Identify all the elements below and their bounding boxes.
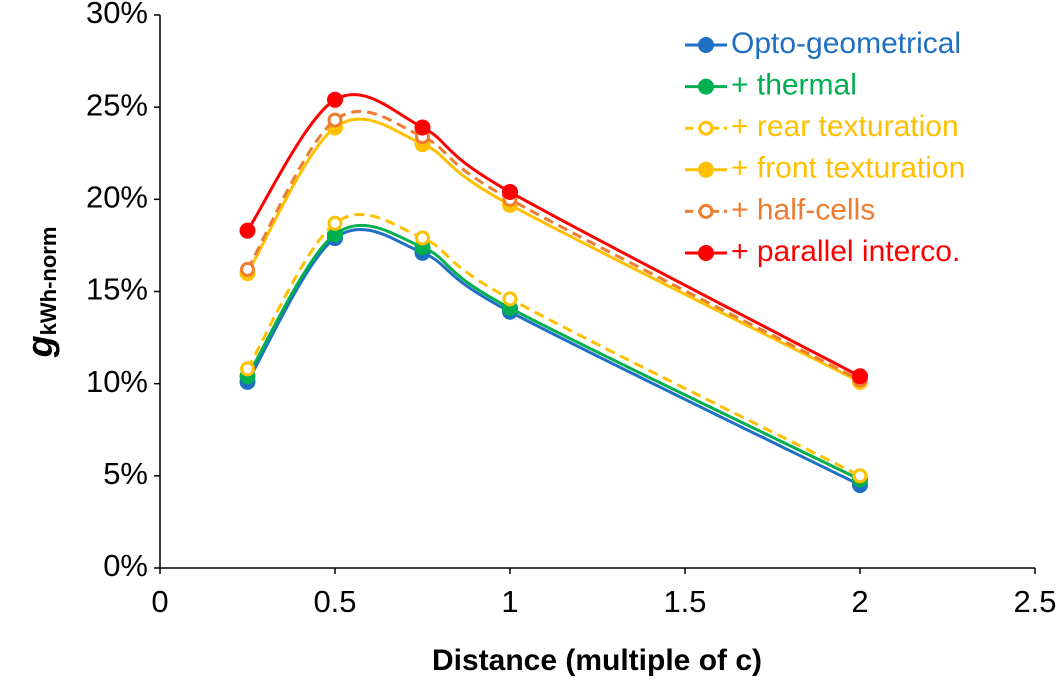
series-line bbox=[246, 227, 861, 487]
legend-marker bbox=[698, 120, 714, 136]
legend-label: + thermal bbox=[731, 69, 857, 102]
y-tick-label: 0% bbox=[103, 548, 148, 583]
y-tick-label: 5% bbox=[103, 456, 148, 491]
legend-marker bbox=[698, 37, 714, 53]
data-point bbox=[239, 222, 256, 239]
y-tick-label: 10% bbox=[86, 364, 148, 399]
y-tick-label: 20% bbox=[86, 180, 148, 215]
x-tick-label: 1.5 bbox=[663, 584, 706, 619]
x-tick-label: 2 bbox=[851, 584, 868, 619]
series-line bbox=[246, 213, 861, 478]
x-tick-label: 2.5 bbox=[1013, 584, 1056, 619]
y-axis-label-main: g bbox=[19, 335, 60, 358]
data-point bbox=[327, 91, 343, 108]
series-line bbox=[246, 223, 861, 481]
data-point bbox=[502, 291, 518, 307]
data-point bbox=[327, 112, 343, 128]
y-tick-label: 25% bbox=[86, 87, 148, 122]
y-axis-label-sub: kWh-norm bbox=[36, 227, 61, 336]
x-tick-label: 1 bbox=[501, 584, 518, 619]
data-point bbox=[415, 230, 430, 246]
data-point bbox=[414, 119, 431, 136]
data-point bbox=[852, 368, 868, 385]
series-line bbox=[246, 93, 861, 378]
legend-label: + parallel interco. bbox=[731, 235, 960, 268]
x-tick-label: 0.5 bbox=[313, 584, 356, 619]
legend-label: + front texturation bbox=[731, 152, 965, 185]
legend-label: + half-cells bbox=[731, 193, 875, 226]
data-point bbox=[327, 215, 343, 231]
y-tick-label: 15% bbox=[86, 272, 148, 307]
y-axis-label: gkWh-norm bbox=[19, 227, 61, 359]
legend-marker bbox=[698, 78, 714, 95]
y-tick-label: 30% bbox=[86, 0, 148, 30]
data-point bbox=[240, 361, 255, 377]
x-tick-label: 0 bbox=[151, 584, 168, 619]
legend-label: + rear texturation bbox=[731, 110, 959, 143]
series-line bbox=[246, 109, 861, 382]
data-point bbox=[502, 183, 518, 200]
legend-label: Opto-geometrical bbox=[731, 27, 961, 60]
legend-marker bbox=[698, 245, 714, 261]
data-point bbox=[240, 261, 255, 277]
data-point bbox=[852, 468, 868, 484]
legend-marker bbox=[698, 161, 714, 178]
series-line bbox=[246, 117, 861, 384]
legend-marker bbox=[698, 203, 714, 219]
x-axis-label: Distance (multiple of c) bbox=[432, 644, 762, 677]
